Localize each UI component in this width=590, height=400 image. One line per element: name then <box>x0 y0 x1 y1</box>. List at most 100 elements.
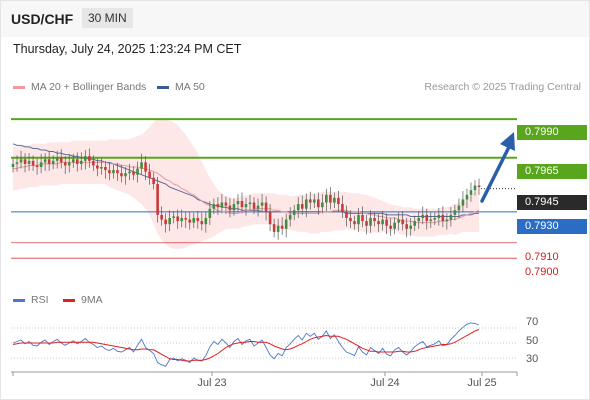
candle-body <box>172 216 175 218</box>
candle-body <box>292 210 296 215</box>
candle-body <box>369 218 372 226</box>
candle-body <box>63 162 67 166</box>
candle-body <box>345 211 348 218</box>
candle-body <box>244 204 248 208</box>
rsi-ma-swatch <box>63 298 75 302</box>
candle-body <box>39 162 43 167</box>
candle-body <box>353 221 356 225</box>
candle-body <box>429 219 433 222</box>
candle-body <box>55 157 59 161</box>
candle-body <box>321 202 324 208</box>
candle-body <box>27 160 31 164</box>
candle-body <box>349 218 352 222</box>
bollinger-band-fill <box>13 119 479 249</box>
candle-body <box>333 197 336 203</box>
candle-body <box>180 218 184 222</box>
rsi-ma-line <box>12 329 480 362</box>
candle-body <box>176 216 180 222</box>
candle-body <box>260 202 264 206</box>
rsi-tick-30: 30 <box>526 353 539 365</box>
candle-body <box>164 219 167 225</box>
candle-body <box>88 156 91 161</box>
candle-body <box>461 199 465 206</box>
candle-body <box>449 214 453 220</box>
candle-body <box>148 171 151 178</box>
candle-body <box>144 162 147 172</box>
legend-bollinger-label: MA 20 + Bollinger Bands <box>31 81 147 93</box>
candle-body <box>152 177 155 184</box>
candle-body <box>381 219 384 225</box>
candle-body <box>308 199 312 203</box>
candle-body <box>216 204 220 208</box>
candle-body <box>35 165 39 167</box>
candle-body <box>284 219 288 229</box>
candle-body <box>84 156 87 161</box>
candle-body <box>108 170 111 174</box>
candle-body <box>457 205 461 211</box>
candle-body <box>437 214 441 218</box>
candle-body <box>264 202 268 212</box>
candle-body <box>79 160 83 164</box>
candle-body <box>136 168 139 175</box>
candle-body <box>441 214 445 222</box>
legend-rsi-ma-label: 9MA <box>81 294 103 306</box>
candle-body <box>248 202 252 205</box>
candle-body <box>389 225 392 229</box>
candle-body <box>469 190 473 195</box>
candle-body <box>300 204 304 209</box>
candle-body <box>409 225 413 229</box>
candle-body <box>473 185 477 191</box>
candle-body <box>156 184 159 215</box>
candle-body <box>425 214 429 222</box>
candle-body <box>112 170 115 174</box>
candle-body <box>120 173 123 177</box>
candle-body <box>47 159 51 164</box>
candle-body <box>329 194 332 203</box>
candle-body <box>280 225 284 229</box>
candle-body <box>100 167 103 169</box>
datetime-label: Thursday, July 24, 2025 1:23:24 PM CET <box>13 42 242 56</box>
candle-body <box>104 167 107 171</box>
candle-body <box>132 171 135 175</box>
candle-body <box>204 218 208 225</box>
candle-body <box>196 218 200 222</box>
legend-ma50-label: MA 50 <box>175 81 205 93</box>
candle-body <box>357 214 360 225</box>
candle-body <box>341 204 344 212</box>
candle-body <box>397 219 400 223</box>
candle-body <box>385 219 388 226</box>
timeframe-badge[interactable]: 30 MIN <box>82 8 133 28</box>
level-label-0.7910: 0.7910 <box>525 251 559 263</box>
symbol-title: USD/CHF <box>11 11 74 27</box>
legend-rsi: RSI <box>13 294 49 306</box>
candle-body <box>23 159 27 164</box>
candle-body <box>232 204 236 211</box>
candle-body <box>184 218 188 220</box>
candle-body <box>417 218 421 222</box>
candle-body <box>256 205 260 209</box>
level-label-0.7900: 0.7900 <box>525 266 559 278</box>
candle-body <box>92 160 95 166</box>
candle-body <box>252 202 256 209</box>
candle-body <box>67 162 71 166</box>
candle-body <box>268 211 272 225</box>
candle-body <box>128 171 131 174</box>
candle-body <box>276 225 280 232</box>
candle-body <box>377 221 380 225</box>
candle-body <box>304 199 308 209</box>
date-tick-jul-25: Jul 25 <box>467 377 497 389</box>
forecast-arrow-shaft <box>480 145 511 203</box>
research-credit: Research © 2025 Trading Central <box>424 81 581 93</box>
level-label-0.7990: 0.7990 <box>517 125 587 140</box>
candle-body <box>96 165 99 169</box>
candle-body <box>477 185 481 188</box>
date-tick-jul-23: Jul 23 <box>197 377 227 389</box>
candle-body <box>200 221 204 225</box>
candle-body <box>160 214 163 220</box>
candle-body <box>272 224 276 232</box>
legend-rsi-ma: 9MA <box>63 294 103 306</box>
header-bar: USD/CHF 30 MIN <box>1 1 589 37</box>
candle-body <box>296 204 300 211</box>
candle-body <box>433 218 437 220</box>
